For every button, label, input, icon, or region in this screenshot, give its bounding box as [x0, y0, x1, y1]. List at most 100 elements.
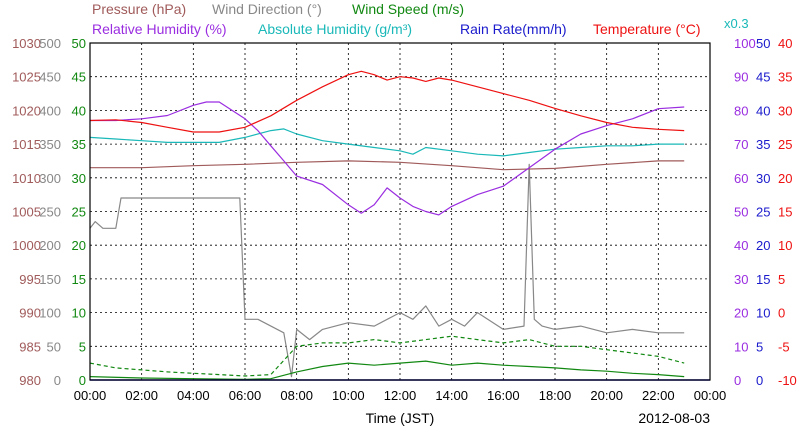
tick-label-temp: 5 [778, 272, 785, 287]
tick-label-wind-speed: 0 [79, 373, 86, 388]
tick-label-wind-speed: 40 [72, 103, 86, 118]
tick-label-rh: 30 [734, 272, 748, 287]
tick-label-wind-dir: 50 [47, 339, 61, 354]
series-line-ah [89, 128, 685, 157]
tick-label-x: 00:00 [74, 388, 107, 403]
legend-rain-rate: Rain Rate(mm/h) [460, 21, 567, 37]
tick-label-wind-dir: 200 [39, 238, 61, 253]
tick-label-pressure: 980 [19, 373, 41, 388]
tick-label-pressure: 1005 [12, 205, 41, 220]
tick-label-rh: 90 [734, 70, 748, 85]
chart-date: 2012-08-03 [638, 410, 710, 426]
legend-pressure: Pressure (hPa) [92, 1, 186, 17]
tick-label-x: 16:00 [487, 388, 520, 403]
series-line-wind-speed-min [89, 360, 685, 380]
series-line-pressure [90, 160, 685, 171]
series-line-wind-dir [89, 163, 685, 378]
tick-label-wind-speed: 35 [72, 137, 86, 152]
tick-label-pressure: 985 [19, 339, 41, 354]
tick-label-rain: 10 [756, 306, 770, 321]
tick-label-rain: 20 [756, 238, 770, 253]
tick-label-wind-dir: 300 [39, 171, 61, 186]
tick-label-temp: 35 [778, 70, 792, 85]
tick-label-wind-speed: 15 [72, 272, 86, 287]
tick-label-wind-speed: 5 [79, 339, 86, 354]
legend-wind-direction: Wind Direction (°) [212, 1, 322, 17]
tick-label-x: 12:00 [384, 388, 417, 403]
tick-label-rain: 30 [756, 171, 770, 186]
tick-label-x: 10:00 [332, 388, 365, 403]
tick-label-rain: 25 [756, 205, 770, 220]
tick-label-rh: 50 [734, 205, 748, 220]
tick-label-wind-speed: 20 [72, 238, 86, 253]
legend-absolute-humidity-scale: x0.3 [724, 16, 749, 31]
tick-label-rain: 40 [756, 103, 770, 118]
tick-label-x: 22:00 [642, 388, 675, 403]
tick-layer: 9809859909951000100510101015102010251030… [12, 36, 797, 403]
tick-label-rain: 0 [756, 373, 763, 388]
tick-label-x: 04:00 [177, 388, 210, 403]
tick-label-wind-speed: 30 [72, 171, 86, 186]
tick-label-pressure: 1015 [12, 137, 41, 152]
plot-frame [89, 42, 711, 381]
tick-label-rh: 80 [734, 103, 748, 118]
tick-label-wind-speed: 25 [72, 205, 86, 220]
series-line-wind-speed [89, 335, 685, 377]
tick-label-x: 06:00 [229, 388, 262, 403]
tick-label-rh: 100 [734, 36, 756, 51]
grid [90, 43, 710, 380]
tick-label-temp: 25 [778, 137, 792, 152]
tick-label-temp: -5 [778, 339, 790, 354]
tick-label-temp: 15 [778, 205, 792, 220]
series-line-temp [89, 70, 685, 133]
tick-label-wind-speed: 50 [72, 36, 86, 51]
tick-label-pressure: 1020 [12, 103, 41, 118]
tick-label-rh: 60 [734, 171, 748, 186]
tick-label-rh: 20 [734, 306, 748, 321]
tick-label-temp: 20 [778, 171, 792, 186]
tick-label-rain: 5 [756, 339, 763, 354]
tick-label-wind-dir: 500 [39, 36, 61, 51]
legend-absolute-humidity: Absolute Humidity (g/m³) [258, 21, 412, 37]
tick-label-wind-dir: 450 [39, 70, 61, 85]
tick-label-temp: 10 [778, 238, 792, 253]
tick-label-pressure: 1010 [12, 171, 41, 186]
tick-label-pressure: 1030 [12, 36, 41, 51]
tick-label-rh: 40 [734, 238, 748, 253]
tick-label-x: 00:00 [694, 388, 727, 403]
tick-label-x: 14:00 [435, 388, 468, 403]
tick-label-rh: 0 [734, 373, 741, 388]
tick-label-x: 20:00 [590, 388, 623, 403]
tick-label-rain: 15 [756, 272, 770, 287]
tick-label-temp: -10 [778, 373, 797, 388]
tick-label-pressure: 990 [19, 306, 41, 321]
tick-label-rain: 45 [756, 70, 770, 85]
tick-label-temp: 40 [778, 36, 792, 51]
legend-temperature: Temperature (°C) [593, 21, 701, 37]
series-line-rh [90, 101, 685, 216]
tick-label-wind-dir: 0 [54, 373, 61, 388]
tick-label-wind-dir: 250 [39, 205, 61, 220]
tick-label-pressure: 995 [19, 272, 41, 287]
tick-label-temp: 30 [778, 103, 792, 118]
legend-relative-humidity: Relative Humidity (%) [92, 21, 227, 37]
tick-label-x: 18:00 [539, 388, 572, 403]
tick-label-rh: 70 [734, 137, 748, 152]
x-axis-label: Time (JST) [366, 410, 435, 426]
tick-label-wind-dir: 150 [39, 272, 61, 287]
tick-label-wind-dir: 350 [39, 137, 61, 152]
tick-label-temp: 0 [778, 306, 785, 321]
tick-label-wind-dir: 400 [39, 103, 61, 118]
tick-label-rh: 10 [734, 339, 748, 354]
tick-label-pressure: 1000 [12, 238, 41, 253]
tick-label-x: 02:00 [125, 388, 158, 403]
tick-label-rain: 50 [756, 36, 770, 51]
legend-wind-speed: Wind Speed (m/s) [352, 1, 464, 17]
tick-label-rain: 35 [756, 137, 770, 152]
tick-label-wind-speed: 10 [72, 306, 86, 321]
tick-label-x: 08:00 [280, 388, 313, 403]
tick-label-wind-speed: 45 [72, 70, 86, 85]
tick-label-pressure: 1025 [12, 70, 41, 85]
tick-label-wind-dir: 100 [39, 306, 61, 321]
